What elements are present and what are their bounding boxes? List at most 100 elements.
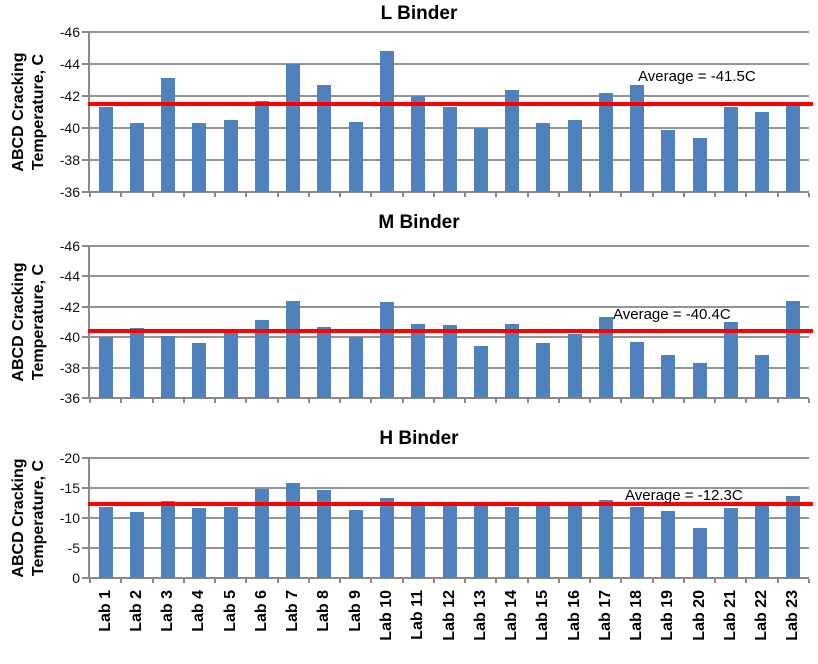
bar-lab-21: [723, 508, 738, 578]
x-tick-mark: [214, 399, 217, 403]
x-tick-mark: [620, 399, 623, 403]
y-tick-mark: [82, 159, 90, 161]
x-category-label: Lab 17: [596, 590, 614, 641]
y-tick-label: -20: [59, 450, 80, 466]
x-tick-mark: [808, 193, 810, 197]
x-tick-mark: [401, 399, 404, 403]
x-category-label: Lab 18: [628, 590, 646, 641]
bar-lab-20: [692, 363, 707, 398]
x-axis-line: [88, 397, 809, 399]
y-tick-label: -40: [59, 120, 80, 136]
bar-lab-16: [567, 505, 582, 578]
gridline: [90, 457, 809, 459]
x-tick-mark: [714, 193, 717, 197]
bar-lab-2: [129, 512, 144, 578]
average-label-m-binder: Average = -40.4C: [613, 306, 731, 323]
y-axis-title-line1: ABCD Cracking: [10, 458, 27, 578]
gridline: [90, 487, 809, 489]
x-tick-mark: [89, 579, 91, 583]
x-tick-mark: [776, 193, 779, 197]
y-tick-mark: [82, 366, 90, 369]
y-axis-title-m-binder: ABCD Cracking Temperature, C: [9, 237, 49, 407]
x-tick-mark: [651, 193, 654, 197]
x-category-label: Lab 15: [534, 590, 552, 641]
x-category-label: Lab 1: [96, 590, 114, 632]
bar-lab-16: [567, 120, 582, 192]
x-tick-mark: [589, 399, 592, 403]
average-line: [88, 102, 813, 106]
x-category-label: Lab 19: [659, 590, 677, 641]
gridline: [90, 31, 809, 33]
x-tick-mark: [401, 193, 404, 197]
y-tick-label: -46: [59, 238, 80, 254]
x-tick-mark: [557, 579, 560, 583]
bar-lab-22: [755, 355, 770, 398]
bar-lab-13: [473, 346, 488, 398]
x-category-label: Lab 13: [471, 590, 489, 641]
x-tick-mark: [339, 399, 342, 403]
bar-lab-9: [348, 121, 363, 192]
y-tick-mark: [82, 275, 90, 278]
y-tick-label: -44: [59, 56, 80, 72]
x-tick-mark: [120, 399, 123, 403]
x-tick-mark: [214, 579, 217, 583]
bar-lab-17: [598, 500, 613, 578]
x-tick-mark: [464, 193, 467, 197]
x-tick-mark: [214, 193, 217, 197]
y-tick-mark: [82, 457, 90, 459]
bar-lab-6: [254, 100, 269, 192]
x-tick-mark: [745, 193, 748, 197]
bar-lab-6: [254, 488, 269, 578]
x-tick-mark: [620, 193, 623, 197]
bar-lab-14: [505, 89, 520, 192]
x-category-label: Lab 3: [159, 590, 177, 632]
y-axis-title-line1: ABCD Cracking: [10, 52, 27, 172]
bar-lab-15: [536, 343, 551, 398]
x-tick-mark: [745, 399, 748, 403]
bar-lab-8: [317, 326, 332, 398]
bar-lab-9: [348, 510, 363, 578]
gridline: [90, 245, 809, 247]
x-category-label: Lab 22: [753, 590, 771, 641]
y-tick-label: -46: [59, 24, 80, 40]
x-tick-mark: [589, 193, 592, 197]
y-tick-label: -5: [67, 540, 80, 556]
x-tick-mark: [276, 399, 279, 403]
bar-lab-13: [473, 505, 488, 578]
y-axis-line: [88, 31, 90, 193]
bar-lab-22: [755, 505, 770, 578]
bar-lab-17: [598, 92, 613, 192]
x-tick-mark: [714, 399, 717, 403]
average-label-l-binder: Average = -41.5C: [638, 68, 756, 85]
x-category-label: Lab 12: [440, 590, 458, 641]
bar-lab-4: [192, 508, 207, 578]
y-tick-label: -38: [59, 152, 80, 168]
x-category-label: Lab 4: [190, 590, 208, 632]
bar-lab-21: [723, 322, 738, 398]
bar-lab-19: [661, 355, 676, 398]
y-tick-label: -42: [59, 298, 80, 315]
bar-lab-13: [473, 128, 488, 192]
x-tick-mark: [339, 193, 342, 197]
x-category-label: Lab 7: [284, 590, 302, 632]
bar-lab-20: [692, 137, 707, 192]
y-tick-mark: [82, 127, 90, 129]
bar-lab-14: [505, 506, 520, 578]
bar-lab-10: [379, 497, 394, 578]
average-line: [88, 502, 813, 507]
x-tick-mark: [714, 579, 717, 583]
x-category-label: Lab 5: [221, 590, 239, 632]
x-tick-mark: [495, 399, 498, 403]
x-category-label: Lab 21: [721, 590, 739, 641]
y-tick-mark: [82, 336, 90, 339]
x-tick-mark: [651, 579, 654, 583]
bar-lab-19: [661, 129, 676, 192]
x-tick-mark: [526, 399, 529, 403]
bar-lab-8: [317, 489, 332, 578]
chart-title-m-binder: M Binder: [378, 212, 460, 233]
bar-lab-12: [442, 325, 457, 398]
x-tick-mark: [776, 399, 779, 403]
x-tick-mark: [307, 579, 310, 583]
x-tick-mark: [89, 193, 91, 197]
bar-lab-2: [129, 123, 144, 192]
